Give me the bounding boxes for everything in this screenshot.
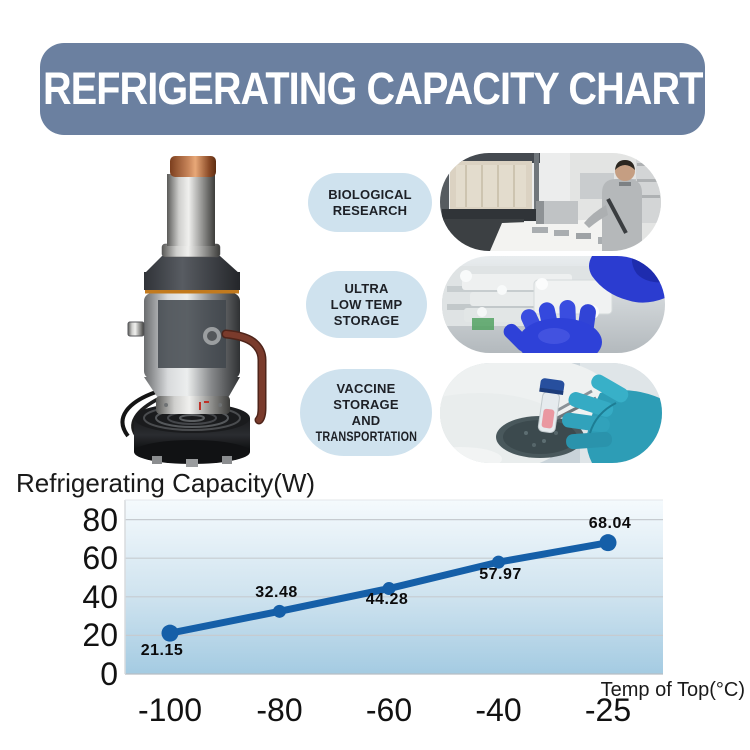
data-point-label: 32.48 xyxy=(255,584,298,602)
data-point-marker xyxy=(273,604,286,618)
title-banner: REFRIGERATING CAPACITY CHART xyxy=(40,43,705,135)
teal-glove xyxy=(562,374,662,463)
photo-biological-research xyxy=(440,153,661,251)
x-tick-label: -100 xyxy=(137,692,203,728)
y-tick-label: 40 xyxy=(82,578,118,615)
label-line: STORAGE xyxy=(333,396,399,412)
y-tick-label: 20 xyxy=(82,617,118,654)
blue-glove-hand xyxy=(503,300,602,353)
y-tick-label: 80 xyxy=(82,501,118,538)
vaccine-vial xyxy=(537,378,565,434)
cryocooler-flange xyxy=(144,377,240,414)
data-point-marker xyxy=(161,624,179,642)
x-tick-label: -25 xyxy=(584,692,632,728)
page-title: REFRIGERATING CAPACITY CHART xyxy=(42,63,703,114)
label-line: AND xyxy=(351,412,381,428)
application-label-ultra-low-temp-storage: ULTRA LOW TEMP STORAGE xyxy=(306,271,427,338)
label-line: LOW TEMP xyxy=(330,296,403,312)
researcher-person xyxy=(584,160,642,251)
data-point-label: 57.97 xyxy=(479,566,522,584)
label-line: BIOLOGICAL xyxy=(328,186,412,202)
cryocooler-copper-pipe xyxy=(221,329,267,425)
ice-well xyxy=(496,416,584,458)
cryocooler-cold-finger xyxy=(161,156,221,258)
y-tick-label: 60 xyxy=(82,540,118,577)
label-line: TRANSPORTATION xyxy=(315,428,417,444)
cryocooler-base xyxy=(134,403,250,467)
y-axis-title: Refrigerating Capacity(W) xyxy=(16,468,316,498)
data-point-label: 44.28 xyxy=(365,590,409,608)
x-axis-title: Temp of Top(°C) xyxy=(600,679,745,701)
cryocooler-illustration xyxy=(120,156,267,467)
x-tick-label: -80 xyxy=(256,692,303,728)
data-point-label: 21.15 xyxy=(140,642,184,660)
x-tick-label: -60 xyxy=(365,692,413,728)
x-tick-label: -40 xyxy=(475,692,522,728)
label-line: VACCINE xyxy=(336,380,396,396)
product-image xyxy=(100,150,295,468)
copper-cap xyxy=(170,156,216,177)
y-tick-label: 0 xyxy=(100,656,118,692)
cryocooler-body xyxy=(127,256,240,379)
label-line: ULTRA xyxy=(344,280,389,296)
application-label-vaccine-storage: VACCINE STORAGE AND TRANSPORTATION xyxy=(300,369,432,456)
application-label-biological-research: BIOLOGICAL RESEARCH xyxy=(308,173,432,232)
label-line: STORAGE xyxy=(333,312,400,328)
data-point-label: 68.04 xyxy=(588,514,632,532)
photo-ultra-low-temp-storage xyxy=(442,256,665,353)
data-point-marker xyxy=(599,534,617,552)
photo-vaccine-storage xyxy=(440,363,662,463)
label-line: RESEARCH xyxy=(332,202,408,218)
